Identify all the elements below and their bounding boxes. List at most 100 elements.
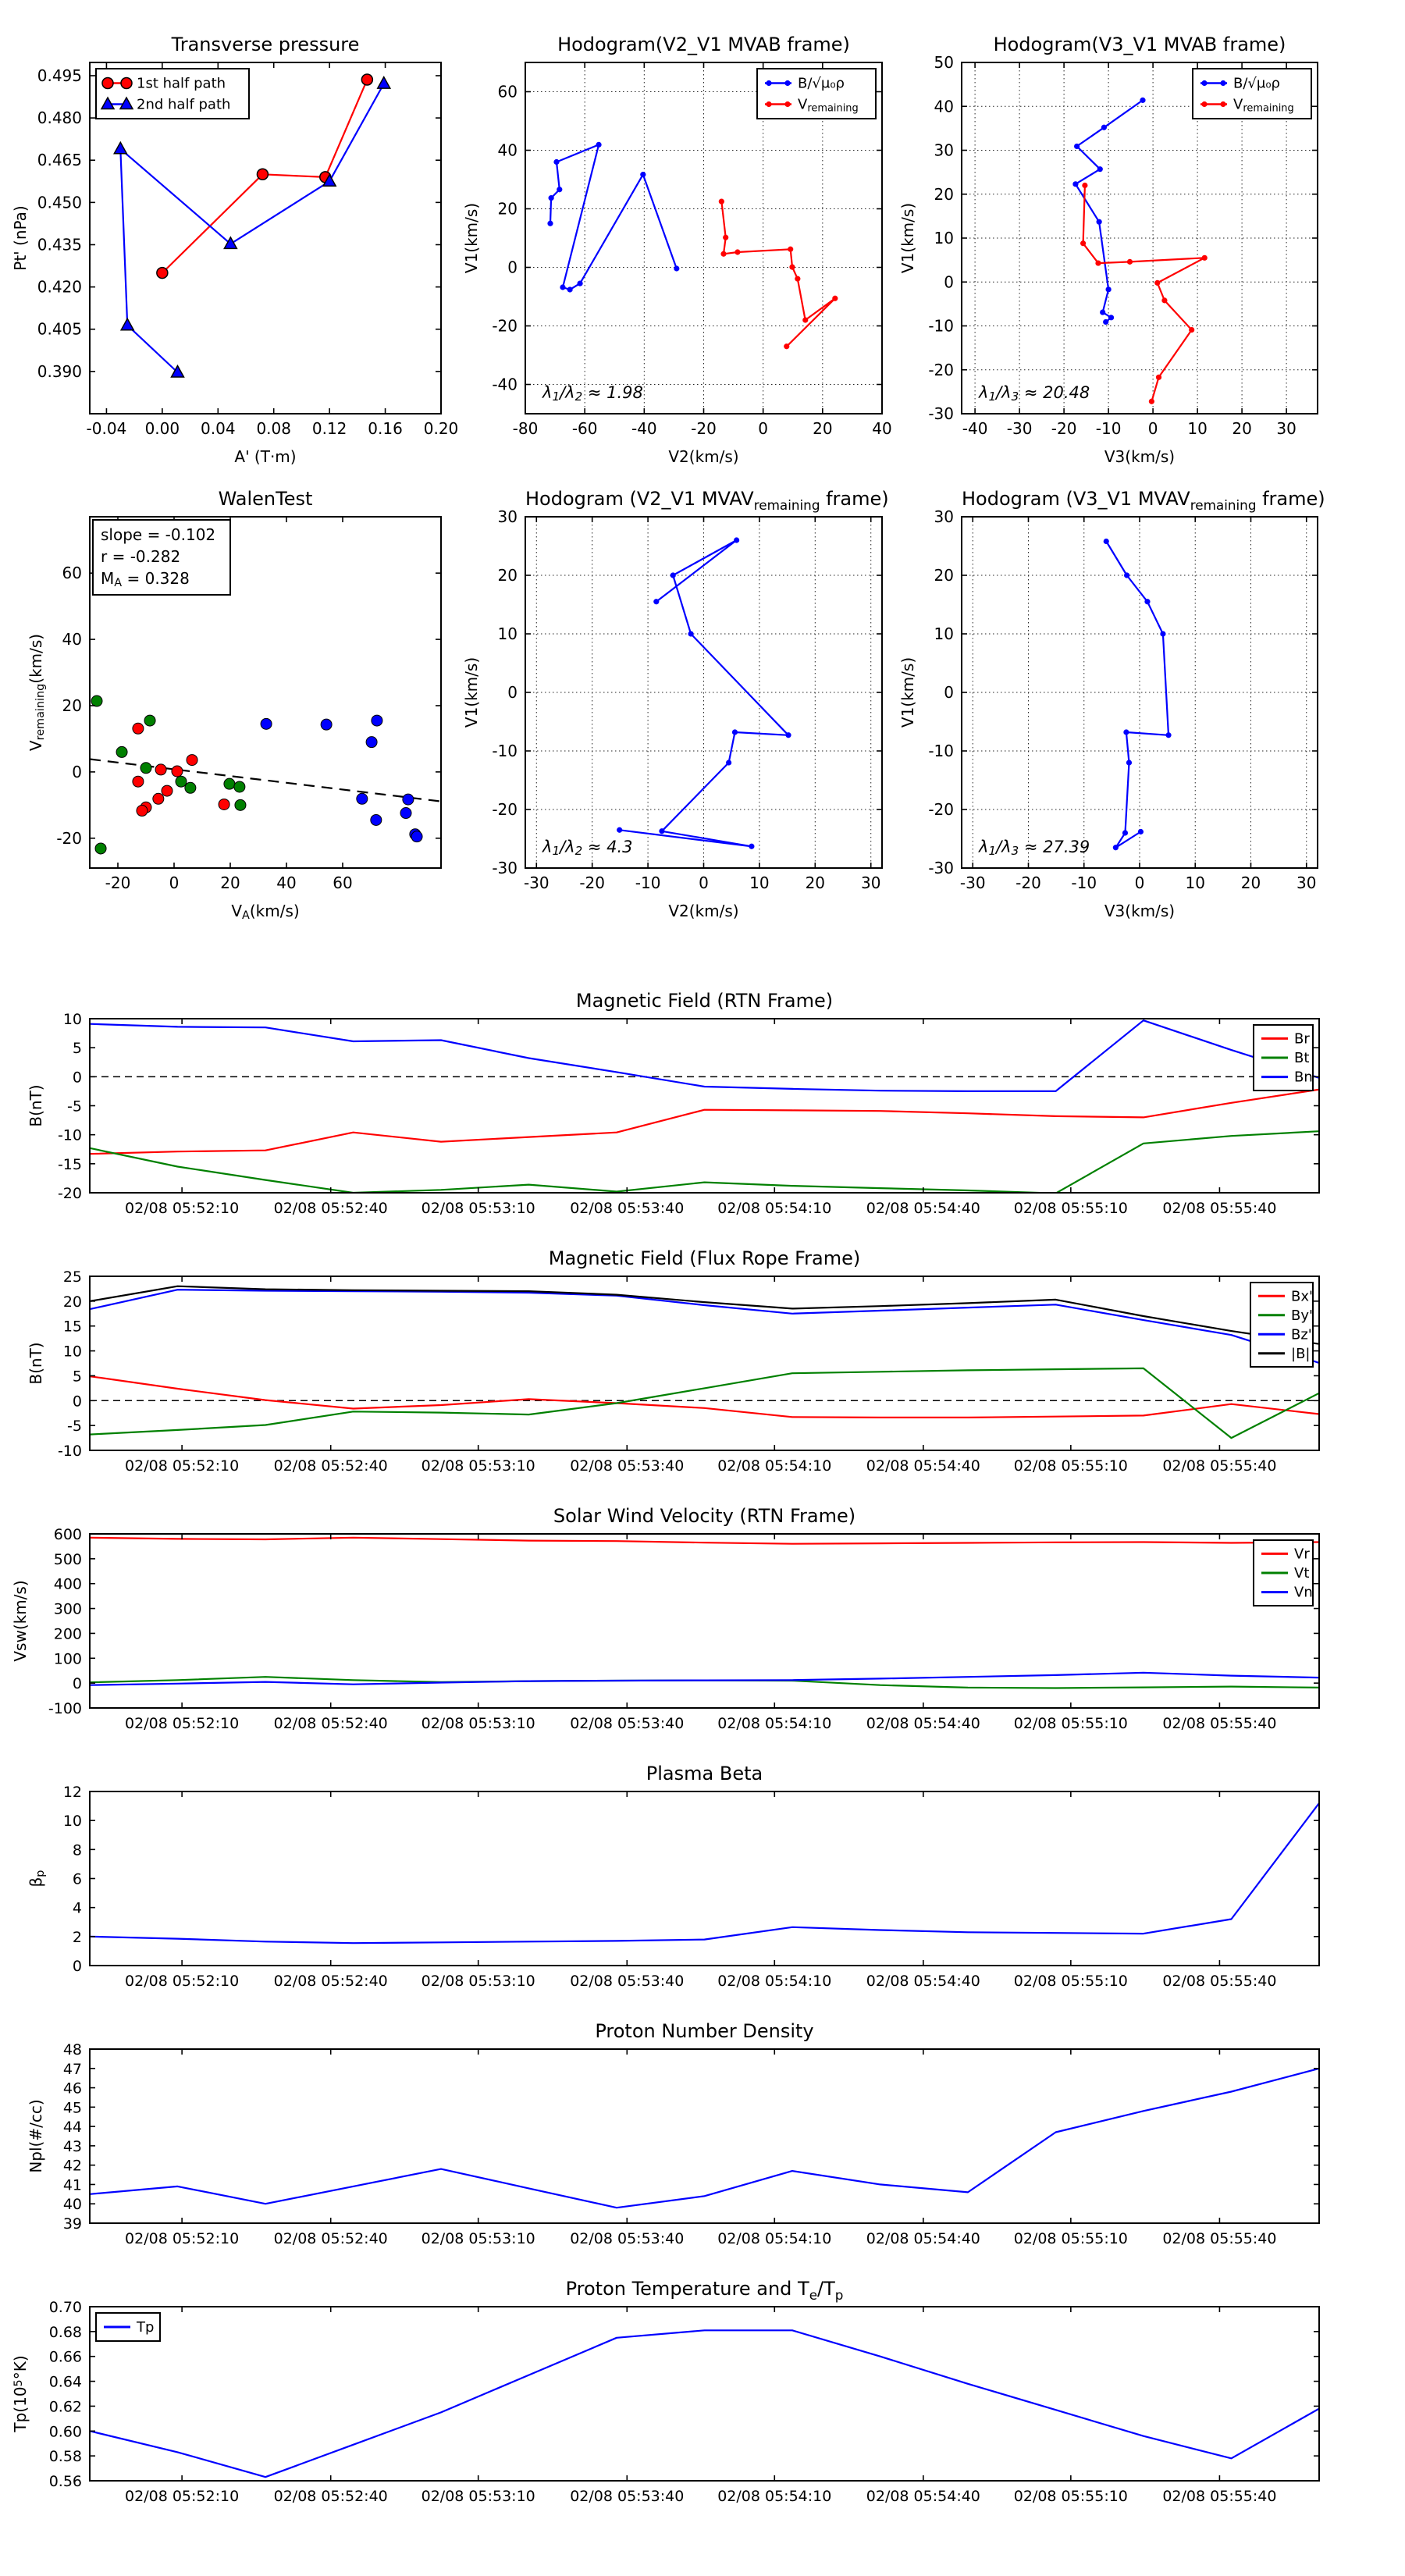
ticks — [90, 1791, 1319, 1966]
y-tick-label: 0 — [73, 1675, 82, 1692]
y-tick-label: 0.435 — [37, 235, 82, 254]
series-Vr — [90, 1536, 1319, 1545]
y-tick-label: 4 — [73, 1900, 82, 1917]
x-tick-label: 02/08 05:53:10 — [422, 1973, 535, 1990]
y-tick-label: 100 — [54, 1650, 82, 1667]
y-tick-label: 20 — [934, 566, 954, 585]
panel-hodogram-v3v1-mvab: -40 -30 -20 -10 0 10 20 30 -30 -20 -10 0 10 20 30 40 50 V… — [898, 53, 1318, 466]
legend-label: Vremaining — [1233, 97, 1294, 115]
series-group — [617, 537, 791, 849]
x-tick-label: 20 — [1241, 873, 1261, 892]
x-tick-label: 02/08 05:52:10 — [125, 2230, 239, 2247]
y-tick-label: 10 — [63, 1813, 82, 1830]
y-axis-label: B(nT) — [27, 1084, 45, 1126]
y-tick-label: 0.60 — [49, 2423, 82, 2440]
panel-transverse-pressure: -0.04 0.00 0.04 0.08 0.12 0.16 0.20 0.390 0.405 0… — [11, 62, 458, 466]
x-axis-label: A' (T·m) — [234, 447, 296, 466]
y-tick-label: 0 — [507, 258, 518, 277]
grid — [962, 62, 1318, 414]
x-tick-label: -20 — [1016, 873, 1041, 892]
tick-labels: -0.04 0.00 0.04 0.08 0.12 0.16 0.20 0.390 0.405 0… — [37, 66, 459, 438]
x-tick-label: 02/08 05:52:10 — [125, 1457, 239, 1475]
y-tick-label: -20 — [492, 800, 518, 819]
x-tick-label: 02/08 05:54:40 — [866, 2488, 980, 2505]
ticks — [525, 62, 883, 414]
y-tick-label: 0.480 — [37, 109, 82, 127]
x-tick-label: 30 — [1297, 873, 1316, 892]
x-tick-label: 02/08 05:55:10 — [1014, 1973, 1128, 1990]
y-tick-label: 500 — [54, 1551, 82, 1568]
tick-labels: 02/08 05:52:10 02/08 05:52:40 02/08 05:53:… — [49, 2299, 1277, 2505]
y-tick-label: -15 — [58, 1156, 82, 1173]
y-axis-label: Tp(105°K) — [11, 2355, 30, 2432]
y-axis-label: V1(km/s) — [898, 203, 917, 273]
y-axis-label: Npl(#/cc) — [27, 2099, 45, 2172]
y-tick-label: 0 — [73, 1393, 82, 1410]
panel-title-hodogram-v3v1-mvab: Hodogram(V3_V1 MVAB frame) — [993, 34, 1286, 55]
ticks — [962, 62, 1318, 415]
panel-title-hodogram-v2v1-mvav: Hodogram (V2_V1 MVAVremaining frame) — [525, 488, 889, 513]
x-tick-label: 02/08 05:54:10 — [717, 1715, 831, 1732]
x-tick-label: 0 — [169, 873, 180, 892]
x-tick-label: 20 — [806, 873, 825, 892]
tick-labels: 02/08 05:52:10 02/08 05:52:40 02/08 05:53:… — [58, 1011, 1277, 1217]
x-tick-label: -20 — [691, 419, 717, 438]
y-tick-label: -20 — [56, 829, 82, 848]
series-group — [90, 1285, 1319, 1439]
y-axis-label: V1(km/s) — [462, 657, 481, 728]
y-tick-label: -5 — [67, 1098, 82, 1115]
x-tick-label: 02/08 05:52:10 — [125, 1973, 239, 1990]
y-tick-label: 20 — [934, 185, 954, 204]
y-axis-label: Vremaining(km/s) — [27, 634, 47, 751]
y-tick-label: -20 — [492, 317, 518, 336]
tick-labels: -80 -60 -40 -20 0 20 40 -40 -20 0 20 40 60 — [492, 83, 891, 439]
y-tick-label: 40 — [63, 2196, 82, 2213]
x-tick-label: 0 — [1148, 419, 1158, 438]
y-tick-label: 20 — [63, 1293, 82, 1311]
x-tick-label: 02/08 05:54:10 — [717, 1457, 831, 1475]
panel-title-proton-temperature: Proton Temperature and Te/Tp — [565, 2278, 844, 2303]
x-tick-label: 0.00 — [145, 419, 180, 438]
ticks — [90, 1276, 1319, 1451]
y-tick-label: 0 — [944, 683, 954, 702]
legend-item-b: B/√μ₀ρ — [765, 76, 845, 92]
y-tick-label: -30 — [928, 859, 954, 877]
y-tick-label: -20 — [58, 1185, 82, 1202]
x-tick-label: 02/08 05:54:10 — [717, 2230, 831, 2247]
y-tick-label: 0.56 — [49, 2473, 82, 2490]
x-axis-label: V2(km/s) — [668, 447, 738, 466]
x-tick-label: 0.08 — [256, 419, 291, 438]
legend-hodogram-v2v1-mvab: B/√μ₀ρ Vremaining — [756, 68, 877, 119]
tick-labels: 02/08 05:52:10 02/08 05:52:40 02/08 05:53:… — [63, 1784, 1277, 1990]
legend-magnetic-field-rtn: Br Bt Bn — [1253, 1024, 1314, 1091]
x-tick-label: 0.20 — [424, 419, 459, 438]
panel-hodogram-v2v1-mvab: -80 -60 -40 -20 0 20 40 -40 -20 0 20 40 60 V2(km/s) V1… — [462, 62, 892, 466]
series-2nd half path — [119, 83, 385, 373]
ticks — [90, 2306, 1319, 2482]
x-tick-label: 02/08 05:52:40 — [274, 1715, 388, 1732]
y-tick-label: 8 — [73, 1841, 82, 1859]
x-tick-label: 0 — [1135, 873, 1145, 892]
x-tick-label: 02/08 05:53:40 — [570, 1200, 684, 1217]
x-tick-label: -30 — [960, 873, 986, 892]
tick-labels: -30 -20 -10 0 10 20 30 -30 -20 -10 0 10 20 30 — [492, 507, 880, 892]
x-tick-label: -20 — [579, 873, 605, 892]
series-|B| — [90, 1285, 1319, 1345]
x-tick-label: -60 — [572, 419, 598, 438]
series-Bt — [90, 1130, 1319, 1193]
y-tick-label: 43 — [63, 2138, 82, 2155]
series-group — [90, 1019, 1319, 1193]
ticks — [90, 1018, 1319, 1194]
y-axis-label: V1(km/s) — [898, 657, 917, 728]
ticks — [90, 62, 442, 414]
x-tick-label: 02/08 05:53:10 — [422, 1457, 535, 1475]
x-tick-label: 0.04 — [201, 419, 236, 438]
x-tick-label: 02/08 05:53:10 — [422, 1715, 535, 1732]
y-tick-label: 0 — [944, 272, 954, 291]
y-tick-label: 45 — [63, 2099, 82, 2116]
ticks — [90, 517, 441, 868]
y-tick-label: 10 — [934, 624, 954, 643]
x-tick-label: 02/08 05:55:40 — [1162, 1715, 1276, 1732]
x-tick-label: 02/08 05:54:40 — [866, 2230, 980, 2247]
